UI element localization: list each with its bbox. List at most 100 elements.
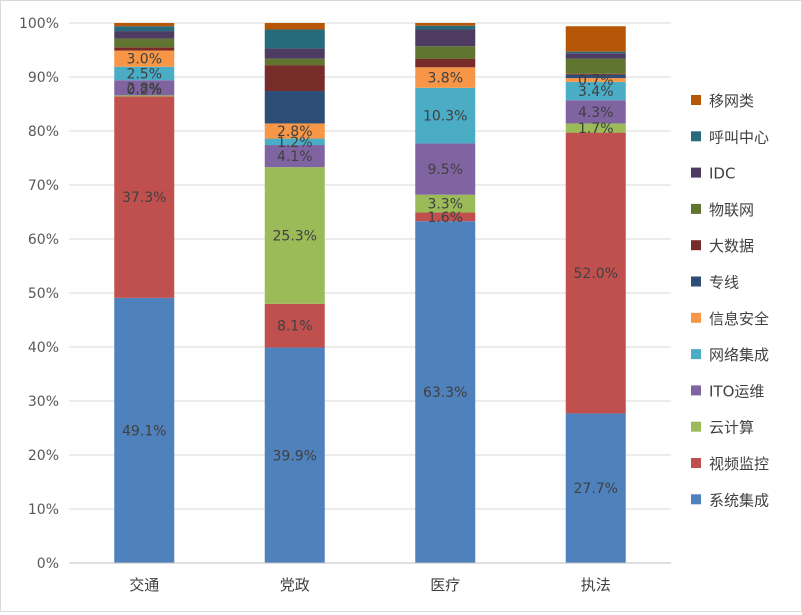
legend-swatch <box>691 203 701 214</box>
y-tick-label: 0% <box>37 556 59 572</box>
legend-swatch <box>691 240 701 251</box>
bar-segment[interactable] <box>264 91 325 124</box>
bar-segment[interactable] <box>264 123 325 139</box>
bar-segment[interactable] <box>565 123 626 133</box>
data-label: 39.9% <box>273 448 317 464</box>
legend-swatch <box>691 276 701 287</box>
bar-segment[interactable] <box>415 221 476 563</box>
data-label: 3.8% <box>427 71 463 87</box>
data-label: 0.7% <box>578 73 614 89</box>
bar-segment[interactable] <box>415 46 476 59</box>
bar-segment[interactable] <box>264 58 325 66</box>
bar-segment[interactable] <box>565 413 626 563</box>
legend-label: 呼叫中心 <box>709 128 769 146</box>
bar-segment[interactable] <box>114 47 175 51</box>
data-label: 0.2% <box>126 82 162 98</box>
legend-swatch <box>691 494 701 505</box>
y-tick-label: 80% <box>28 124 59 140</box>
data-label: 3.4% <box>578 84 614 100</box>
legend-label: 物联网 <box>709 201 754 219</box>
bar-segment[interactable] <box>565 74 626 79</box>
data-label: 2.5% <box>126 66 162 82</box>
bar-segment[interactable] <box>415 25 476 30</box>
data-labels: 49.1%37.3%2.8%2.5%3.0%39.9%8.1%25.3%4.1%… <box>122 52 618 498</box>
legend-label: 系统集成 <box>709 491 769 509</box>
bar-segment[interactable] <box>565 100 626 124</box>
bar-segment[interactable] <box>114 297 175 563</box>
y-tick-label: 60% <box>28 232 59 248</box>
legend-label: 大数据 <box>709 237 754 255</box>
bar-segment[interactable] <box>565 26 626 52</box>
bar-segment[interactable] <box>114 50 175 67</box>
legend-label: 视频监控 <box>709 455 769 473</box>
y-tick-label: 30% <box>28 394 59 410</box>
data-label: 2.8% <box>126 81 162 97</box>
bar-segment[interactable] <box>415 212 476 222</box>
bar-segment[interactable] <box>264 23 325 30</box>
bar-segment[interactable] <box>264 48 325 59</box>
legend-swatch <box>691 421 701 432</box>
data-label: 3.0% <box>126 52 162 68</box>
y-tick-label: 90% <box>28 70 59 86</box>
legend-label: 专线 <box>709 274 739 292</box>
data-label: 49.1% <box>122 423 166 439</box>
x-tick-label: 党政 <box>280 576 310 594</box>
bar-segment[interactable] <box>415 67 476 88</box>
bar-segment[interactable] <box>114 26 175 32</box>
bar-segment[interactable] <box>114 95 175 97</box>
legend-swatch <box>691 458 701 468</box>
data-label: 37.3% <box>122 190 166 206</box>
legend-swatch <box>691 349 701 360</box>
legend-swatch <box>691 167 701 178</box>
bar-segment[interactable] <box>114 23 175 27</box>
bar-segment[interactable] <box>415 87 476 144</box>
x-tick-label: 医疗 <box>430 576 460 594</box>
bar-segment[interactable] <box>565 73 626 75</box>
bars <box>114 23 626 563</box>
bar-segment[interactable] <box>565 132 626 414</box>
legend-label: IDC <box>709 165 735 183</box>
bar-segment[interactable] <box>415 194 476 213</box>
legend-label: 网络集成 <box>709 346 769 364</box>
bar-segment[interactable] <box>264 29 325 49</box>
bar-segment[interactable] <box>114 66 175 81</box>
bar-segment[interactable] <box>264 347 325 563</box>
legend-label: 信息安全 <box>709 310 769 328</box>
bar-segment[interactable] <box>565 78 626 82</box>
bar-segment[interactable] <box>264 138 325 146</box>
data-label: 63.3% <box>423 385 467 401</box>
bar-segment[interactable] <box>264 145 325 168</box>
y-tick-label: 50% <box>28 286 59 302</box>
y-tick-label: 70% <box>28 178 59 194</box>
data-label: 52.0% <box>574 266 618 282</box>
data-label: 25.3% <box>273 228 317 244</box>
bar-segment[interactable] <box>565 51 626 54</box>
y-tick-label: 20% <box>28 448 59 464</box>
bar-segment[interactable] <box>264 167 325 304</box>
bar-segment[interactable] <box>114 96 175 298</box>
bar-segment[interactable] <box>415 143 476 195</box>
bar-segment[interactable] <box>415 23 476 26</box>
bar-segment[interactable] <box>565 81 626 101</box>
data-label: 3.3% <box>427 197 463 213</box>
bar-segment[interactable] <box>114 80 175 96</box>
y-tick-label: 10% <box>28 502 59 518</box>
data-label: 2.8% <box>277 124 313 140</box>
x-axis: 交通 党政 医疗 执法 <box>69 562 671 594</box>
legend-label: 云计算 <box>709 419 754 437</box>
data-label: 9.5% <box>427 162 463 178</box>
bar-segment[interactable] <box>415 58 476 68</box>
bar-segment[interactable] <box>114 38 175 48</box>
bar-segment[interactable] <box>565 53 626 59</box>
bar-segment[interactable] <box>415 29 476 47</box>
bar-segment[interactable] <box>264 65 325 92</box>
bar-segment[interactable] <box>565 58 626 74</box>
x-tick-label: 交通 <box>129 576 159 594</box>
legend-swatch <box>691 312 701 323</box>
data-label: 4.1% <box>277 149 313 165</box>
bar-segment[interactable] <box>264 303 325 348</box>
y-axis: 0% 10% 20% 30% 40% 50% 60% 70% 80% 90% 100% <box>19 16 59 572</box>
bar-segment[interactable] <box>114 31 175 39</box>
legend-swatch <box>691 95 701 105</box>
